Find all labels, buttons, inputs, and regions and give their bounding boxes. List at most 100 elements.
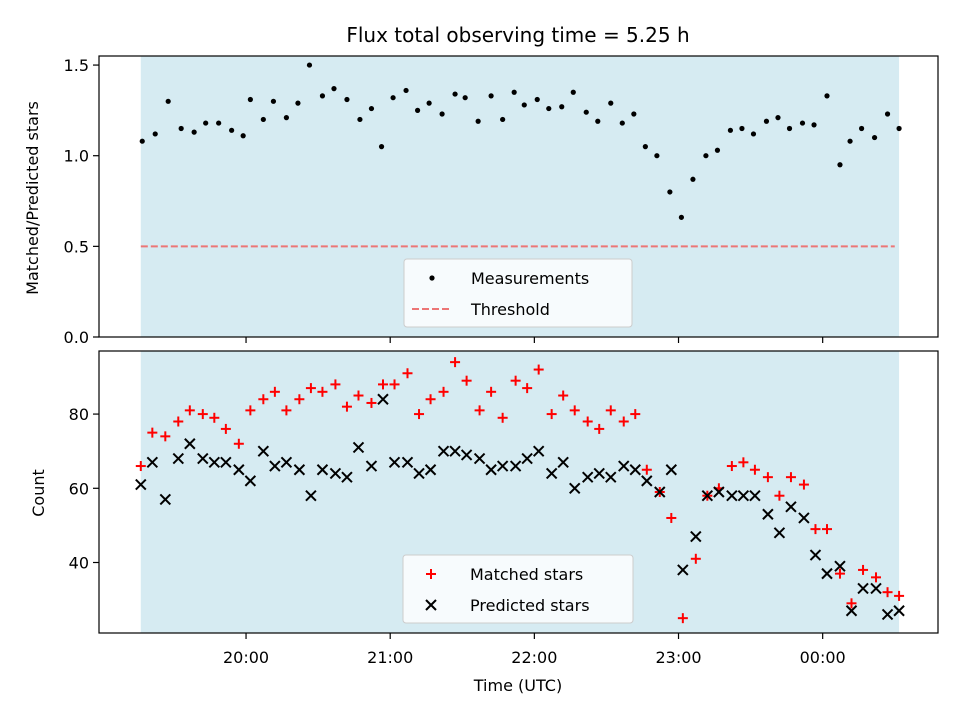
predicted-star-point — [881, 608, 894, 621]
measurement-point — [786, 125, 793, 132]
x-b — [701, 490, 714, 502]
predicted-star-point — [641, 475, 653, 487]
measurement-point — [534, 96, 540, 103]
measurement-point — [521, 102, 527, 108]
measurement-point — [837, 162, 843, 168]
predicted-star-point — [233, 464, 245, 476]
predicted-star-point — [569, 482, 581, 494]
measurement-point — [763, 118, 770, 124]
predicted-star-point — [618, 460, 630, 472]
predicted-star-point — [269, 460, 281, 472]
matched-star-point — [798, 479, 809, 490]
matched-star-point — [846, 598, 857, 609]
measurement-point — [462, 95, 468, 101]
measurement-point — [240, 133, 246, 139]
measurement-point — [390, 95, 396, 101]
measurement-point — [667, 189, 673, 195]
predicted-star-point — [785, 501, 797, 513]
measurement-point — [824, 93, 830, 99]
legend-box — [403, 258, 633, 328]
measurement-point — [488, 93, 494, 99]
x-b — [545, 467, 558, 480]
chart-title: Flux total observing time = 5.25 h — [346, 23, 689, 47]
x-b — [809, 549, 822, 561]
predicted-star-point — [257, 445, 270, 457]
measurement-point — [570, 89, 576, 95]
top-panel: 0.0 0.5 1.0 1.5 Measurements Threshold Flux … — [23, 23, 939, 347]
x-b — [737, 490, 750, 502]
legend-x-b — [425, 599, 437, 611]
predicted-star-point — [629, 464, 641, 476]
x-b — [220, 456, 232, 469]
matched-star-point — [474, 405, 485, 416]
x-b — [269, 460, 281, 472]
matched-star-point — [497, 412, 508, 423]
y-tick-label: 0.5 — [64, 237, 89, 256]
x-b — [365, 460, 378, 472]
predicted-star-point — [701, 490, 714, 502]
matched-star-point — [762, 472, 773, 483]
matched-star-point — [184, 405, 195, 416]
measurement-point — [775, 115, 781, 121]
matched-star-point — [618, 416, 629, 427]
predicted-star-point — [557, 456, 569, 469]
predicted-star-point — [401, 456, 414, 469]
matched-star-point — [233, 438, 244, 449]
measurement-point — [500, 116, 506, 123]
measurement-point — [619, 120, 625, 126]
x-b — [690, 530, 702, 543]
measurement-point — [426, 100, 432, 106]
matched-star-point — [690, 553, 701, 564]
x-b — [557, 456, 569, 469]
x-b — [244, 475, 257, 487]
predicted-star-point — [496, 460, 509, 472]
matched-star-point — [630, 409, 641, 420]
predicted-star-point — [473, 452, 486, 465]
x-b — [785, 501, 797, 513]
measurement-point — [678, 214, 684, 220]
predicted-star-point — [749, 490, 761, 502]
predicted-star-point — [184, 438, 196, 450]
x-b — [341, 471, 353, 483]
x-b — [641, 475, 653, 487]
x-b — [135, 478, 147, 491]
matched-star-point — [726, 461, 737, 472]
matched-star-point — [558, 390, 569, 401]
matched-star-point — [894, 590, 905, 601]
legend: Matched stars Predicted stars — [402, 554, 634, 624]
measurement-point — [357, 116, 363, 123]
measurement-point — [439, 111, 445, 117]
predicted-star-point — [352, 441, 365, 454]
x-b — [208, 456, 221, 469]
measurement-point — [583, 109, 589, 115]
matched-star-point — [160, 431, 171, 442]
measurement-point — [216, 120, 222, 126]
predicted-star-point — [413, 467, 425, 480]
measurement-point — [546, 105, 552, 112]
measurement-point — [178, 125, 184, 132]
x-b — [532, 445, 545, 457]
predicted-star-point — [893, 605, 905, 617]
measurement-point — [703, 153, 709, 159]
measurement-point — [631, 111, 637, 117]
matched-star-point — [245, 405, 256, 416]
legend-label: Measurements — [471, 269, 589, 288]
measurement-point — [739, 125, 745, 132]
measurement-point — [750, 131, 757, 137]
predicted-star-point — [532, 445, 545, 457]
matched-star-point — [414, 409, 425, 420]
x-b — [473, 452, 486, 465]
predicted-star-point — [424, 464, 437, 476]
predicted-star-point — [834, 560, 846, 572]
y-tick-label: 0.0 — [64, 328, 89, 347]
predicted-star-point — [857, 582, 869, 595]
x-b — [726, 490, 738, 502]
x-b — [329, 467, 342, 480]
y-tick-label: 40 — [69, 554, 89, 573]
x-b — [388, 456, 401, 469]
x-b — [845, 605, 858, 617]
measurement-point — [270, 98, 277, 104]
matched-star-point — [220, 423, 231, 434]
x-b — [449, 445, 461, 457]
